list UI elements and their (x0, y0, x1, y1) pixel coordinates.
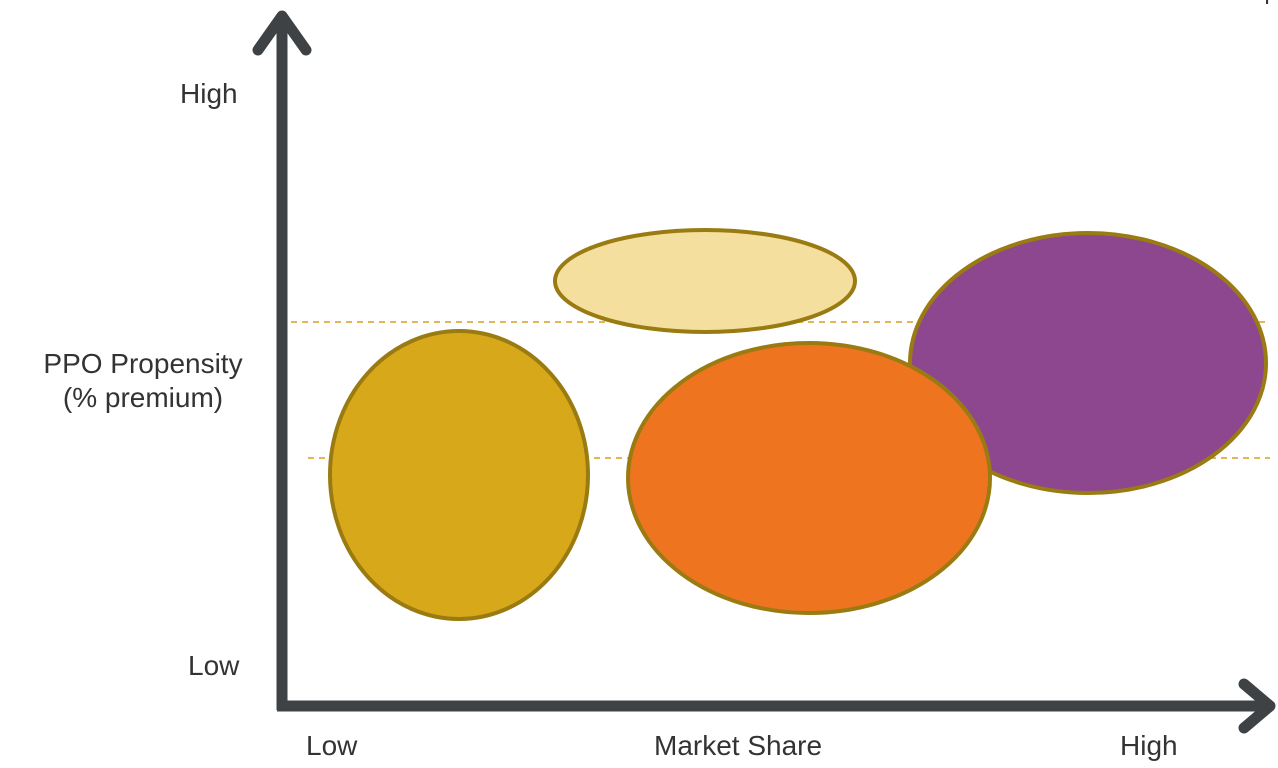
y-axis-title-line1: PPO Propensity (43, 348, 243, 379)
y-axis-low-label: Low (188, 650, 240, 681)
x-axis-title: Market Share (654, 730, 823, 761)
segment-ellipse-purple (908, 231, 1268, 495)
x-axis-low-label: Low (306, 730, 358, 761)
segment-ellipse-gold (328, 329, 590, 621)
segment-ellipse-orange (626, 341, 992, 615)
segment-ellipse-light (553, 228, 857, 334)
y-axis-arrowhead (252, 10, 312, 56)
corner-text: I (1264, 0, 1270, 10)
y-axis-title-line2: (% premium) (62, 382, 224, 413)
y-axis-title: PPO Propensity (% premium) (12, 347, 274, 415)
x-axis-arrowhead (1238, 678, 1276, 734)
x-axis-high-label: High (1120, 730, 1178, 761)
y-axis-high-label: High (180, 78, 238, 109)
